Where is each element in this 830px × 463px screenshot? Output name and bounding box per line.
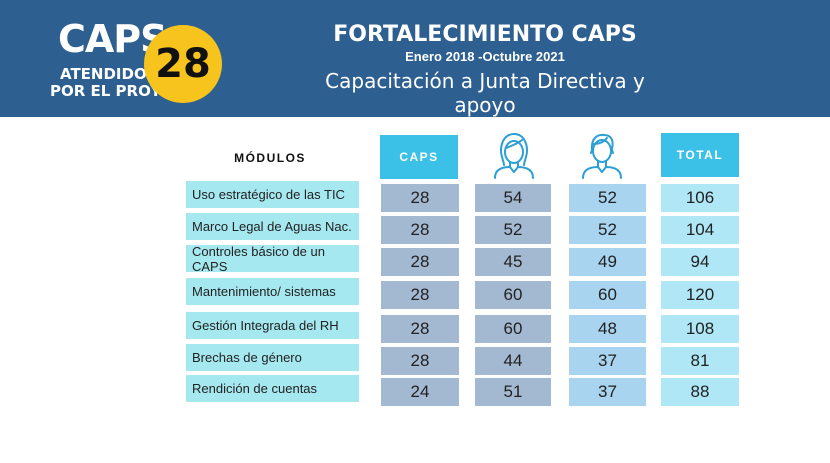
total-cell: 104 (661, 216, 739, 244)
caps-cell: 28 (381, 216, 459, 244)
caps-cell: 24 (381, 378, 459, 406)
caps-cell: 28 (381, 184, 459, 212)
caps-cell: 28 (381, 248, 459, 276)
module-label: Uso estratégico de las TIC (186, 181, 359, 208)
men-cell: 37 (569, 378, 646, 406)
total-cell: 120 (661, 281, 739, 309)
module-label: Controles básico de un CAPS (186, 244, 359, 274)
attended-line-1: ATENDIDOS (60, 65, 158, 83)
women-cell: 51 (475, 378, 551, 406)
total-cell: 81 (661, 347, 739, 375)
caps-label: CAPS (58, 17, 168, 61)
men-cell: 37 (569, 347, 646, 375)
module-label: Rendición de cuentas (186, 375, 359, 402)
page-subtitle: Capacitación a Junta Directiva y apoyo (325, 69, 645, 117)
caps-cell: 28 (381, 315, 459, 343)
women-cell: 52 (475, 216, 551, 244)
men-cell: 52 (569, 216, 646, 244)
column-header-modulos: MÓDULOS (234, 151, 306, 165)
module-label: Mantenimiento/ sistemas (186, 278, 359, 305)
men-cell: 49 (569, 248, 646, 276)
module-label: Gestión Integrada del RH (186, 312, 359, 339)
total-cell: 108 (661, 315, 739, 343)
men-cell: 48 (569, 315, 646, 343)
man-icon (577, 130, 627, 180)
caps-cell: 28 (381, 281, 459, 309)
page-title: FORTALECIMIENTO CAPS (333, 22, 637, 47)
women-cell: 60 (475, 315, 551, 343)
women-cell: 44 (475, 347, 551, 375)
column-header-total: TOTAL (661, 133, 739, 177)
men-cell: 60 (569, 281, 646, 309)
total-cell: 88 (661, 378, 739, 406)
count-badge: 28 (144, 25, 222, 103)
column-header-caps: CAPS (380, 135, 458, 179)
module-label: Brechas de género (186, 344, 359, 371)
total-cell: 94 (661, 248, 739, 276)
woman-icon (489, 130, 539, 180)
women-cell: 54 (475, 184, 551, 212)
module-label: Marco Legal de Aguas Nac. (186, 213, 359, 240)
total-cell: 106 (661, 184, 739, 212)
caps-cell: 28 (381, 347, 459, 375)
women-cell: 60 (475, 281, 551, 309)
women-cell: 45 (475, 248, 551, 276)
header-banner: CAPS ATENDIDOS POR EL PROYECTO 28 FORTAL… (0, 0, 830, 117)
date-range: Enero 2018 -Octubre 2021 (405, 49, 565, 64)
men-cell: 52 (569, 184, 646, 212)
